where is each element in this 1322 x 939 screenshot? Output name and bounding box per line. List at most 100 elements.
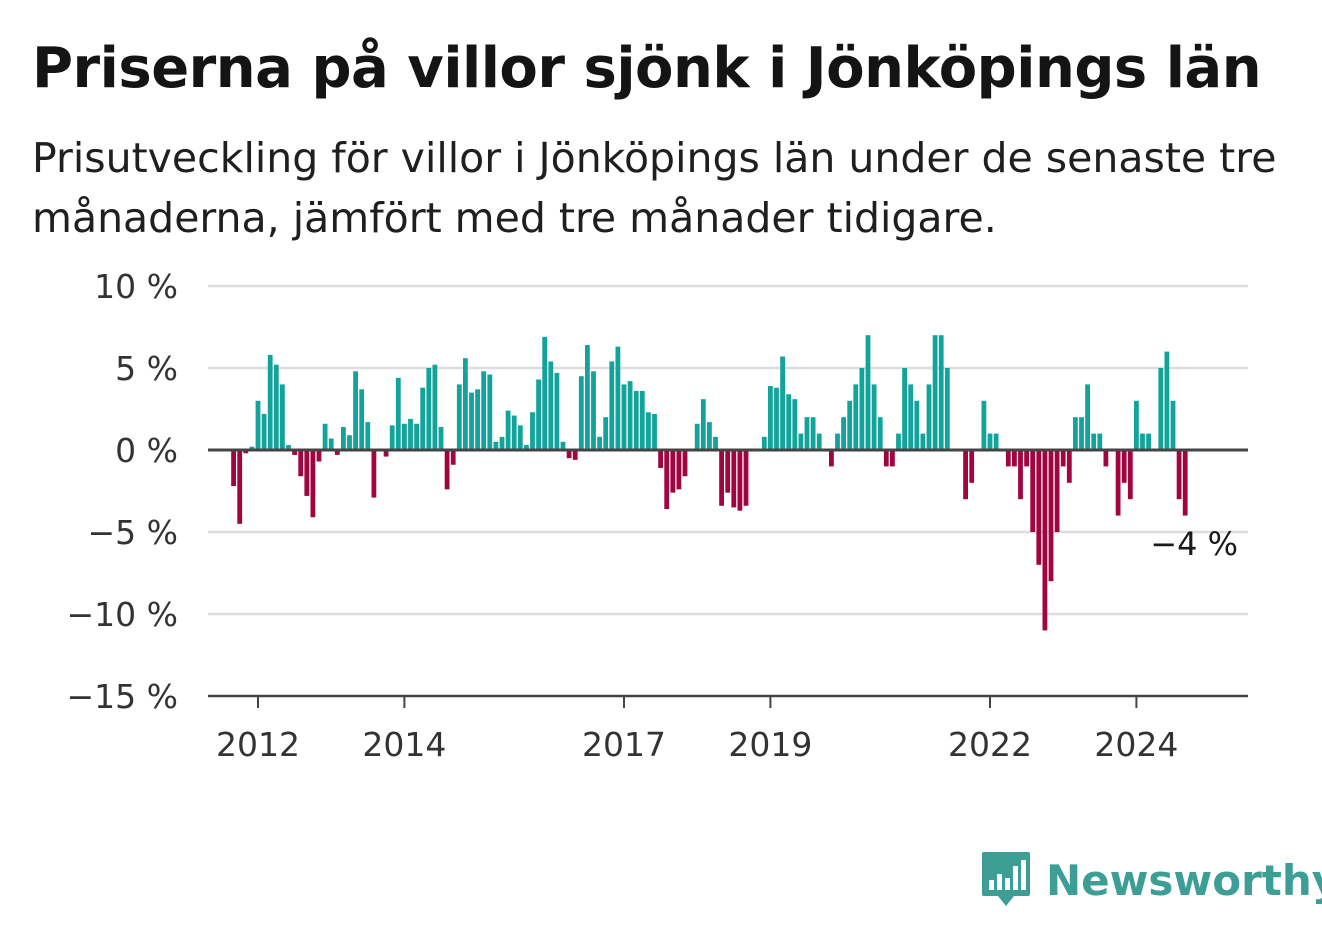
bar — [597, 436, 602, 450]
bar — [926, 384, 932, 450]
bar — [1005, 450, 1011, 467]
bar — [792, 399, 798, 450]
bar — [890, 450, 895, 467]
y-tick-label: −15 % — [67, 677, 179, 716]
bar — [511, 415, 517, 450]
bar — [932, 335, 938, 450]
bar — [499, 436, 505, 450]
bar — [700, 399, 706, 450]
x-tick-label: 2019 — [728, 725, 812, 764]
brand-name: Newsworthy — [1046, 855, 1322, 905]
bar — [1091, 433, 1097, 450]
gridlines — [208, 284, 1248, 616]
bar — [627, 381, 633, 450]
bar — [341, 427, 346, 450]
bar — [841, 417, 846, 450]
bar — [298, 450, 304, 477]
bar — [853, 384, 859, 450]
bar — [761, 436, 767, 450]
bar — [432, 364, 438, 450]
bar — [438, 427, 444, 450]
bar-chart-icon — [982, 852, 1030, 906]
bar — [603, 417, 609, 450]
bar — [530, 412, 535, 450]
bar — [1042, 450, 1048, 631]
bar — [249, 446, 255, 450]
bar — [505, 410, 511, 450]
bar — [578, 376, 584, 450]
bar-series — [231, 335, 1188, 631]
bar — [463, 358, 468, 450]
bar — [713, 436, 718, 450]
x-tick-label: 2024 — [1094, 725, 1178, 764]
bar — [267, 354, 273, 450]
bar — [365, 422, 371, 450]
bar — [1182, 450, 1188, 516]
bar — [420, 387, 426, 450]
bar — [1115, 450, 1121, 516]
bar — [328, 438, 334, 450]
bar — [1036, 450, 1042, 565]
bar — [572, 450, 578, 460]
y-tick-label: −5 % — [88, 513, 179, 552]
axes: 10 % 5 % 0 % −5 % −10 % −15 % 2012 2014 2017 2019… — [67, 267, 1248, 764]
newsworthy-logo: Newsworthy — [980, 850, 1322, 910]
bar — [395, 377, 401, 450]
bar — [737, 450, 743, 511]
bar — [731, 450, 737, 508]
bar — [633, 390, 639, 450]
bar — [243, 450, 249, 454]
bar — [585, 345, 590, 450]
bar — [902, 368, 907, 450]
bar — [1079, 417, 1084, 450]
bar — [316, 450, 322, 462]
chart-subtitle: Prisutveckling för villor i Jönköpings l… — [32, 134, 1277, 242]
bar — [877, 417, 883, 450]
bar — [987, 433, 993, 450]
bar — [993, 433, 999, 450]
bar — [414, 423, 419, 450]
bar-chart: 10 % 5 % 0 % −5 % −10 % −15 % 2012 2014 2017 2019… — [67, 267, 1248, 764]
bar — [847, 400, 853, 450]
bar — [1146, 433, 1151, 450]
bar — [456, 384, 462, 450]
bar — [292, 450, 297, 455]
bar — [286, 445, 291, 450]
bar — [237, 450, 243, 524]
bar — [566, 450, 572, 459]
bar — [938, 335, 944, 450]
bar — [835, 433, 840, 450]
bar — [963, 450, 968, 500]
bar — [542, 336, 548, 450]
bar — [676, 450, 682, 490]
bar — [334, 450, 340, 455]
x-tick-label: 2017 — [582, 725, 666, 764]
bar — [768, 386, 773, 450]
bar — [1170, 400, 1176, 450]
bar — [280, 384, 285, 450]
bar — [231, 450, 236, 487]
bar — [444, 450, 450, 490]
bar — [359, 389, 365, 450]
bar — [652, 413, 657, 450]
bar — [493, 441, 499, 450]
bar — [1073, 417, 1078, 450]
bar — [481, 371, 487, 450]
y-tick-label: 10 % — [94, 267, 178, 306]
bar — [517, 425, 523, 450]
bar — [786, 394, 792, 450]
bar — [883, 450, 889, 467]
bar — [1085, 384, 1090, 450]
bar — [694, 423, 700, 450]
bar — [475, 389, 480, 450]
bar — [914, 400, 920, 450]
bar — [487, 374, 493, 450]
bar — [1066, 450, 1072, 483]
bar — [469, 392, 474, 450]
bar — [1030, 450, 1036, 532]
bar — [804, 417, 810, 450]
bar — [591, 371, 596, 450]
bar — [670, 450, 676, 493]
bar — [402, 423, 407, 450]
bar — [615, 346, 621, 450]
